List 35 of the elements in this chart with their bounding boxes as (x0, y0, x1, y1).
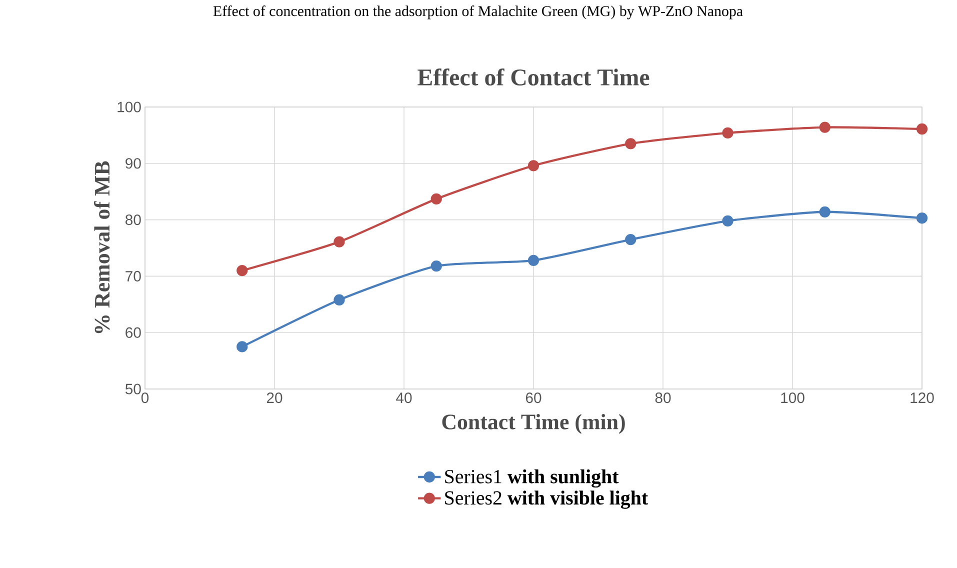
point (236, 341, 248, 352)
y-tick-label: 60 (126, 327, 141, 338)
y-tick-label: 100 (118, 102, 141, 112)
point (334, 294, 345, 306)
chart-title: Effect of Contact Time (418, 68, 650, 86)
point (625, 138, 636, 150)
x-axis-title: Contact Time (min) (442, 414, 625, 434)
x-tick-label: 80 (655, 392, 671, 404)
point (528, 254, 540, 266)
point (334, 236, 345, 248)
y-tick-label: 80 (126, 214, 141, 226)
point (722, 127, 734, 139)
text: Effect of concentration on the adsorption of Malachite Green (MG) by WP-ZnO Nanopa (213, 6, 743, 20)
x-tick-label: 0 (141, 392, 149, 404)
x-tick-label: 20 (266, 392, 282, 404)
y-tick-label: 50 (125, 384, 141, 394)
point (625, 234, 636, 246)
point (430, 193, 442, 205)
point (430, 260, 442, 272)
point (722, 215, 734, 227)
y-axis-title: % Removal of MB (94, 161, 110, 334)
y-tick-label: 70 (126, 270, 141, 282)
x-tick-label: 120 (910, 392, 934, 404)
x-tick-label: 100 (781, 392, 804, 404)
point (916, 123, 928, 135)
point (236, 264, 248, 276)
x-tick-label: 60 (526, 392, 542, 404)
point (819, 206, 830, 218)
y-tick-label: 90 (126, 158, 141, 169)
legend-label: Series1 with sunlight (445, 469, 619, 488)
point (916, 212, 928, 224)
point (528, 160, 540, 172)
legend-label: Series2 with visible light (445, 490, 648, 509)
point (819, 122, 830, 133)
x-tick-label: 40 (396, 392, 412, 404)
